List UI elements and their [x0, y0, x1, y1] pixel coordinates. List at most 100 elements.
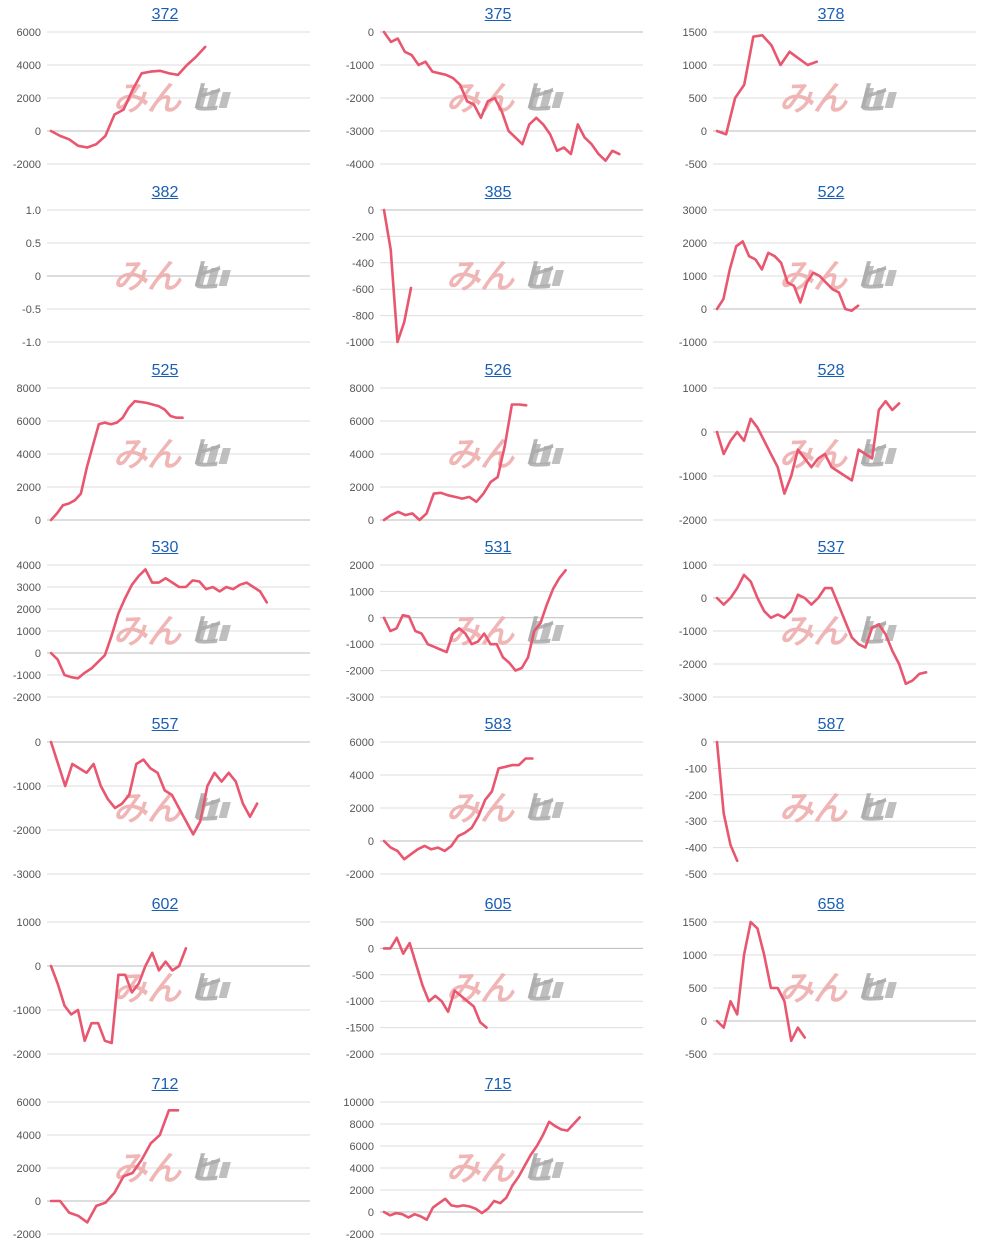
y-tick-label: -2000: [13, 825, 41, 837]
watermark-stroke: [884, 270, 897, 286]
watermark-logo: みんヒ: [113, 1150, 231, 1188]
watermark-logo: みんヒ: [779, 258, 897, 296]
watermark-stroke: [206, 268, 220, 286]
chart-title-link[interactable]: 526: [484, 362, 512, 379]
series-line: [715, 33, 819, 136]
chart-title-link[interactable]: 602: [151, 896, 179, 913]
y-tick-label: 0: [368, 613, 374, 625]
chart-svg: 2000 1000 0 -1000 -2000 -3000 みんヒ: [346, 560, 643, 704]
chart-title-link[interactable]: 385: [484, 184, 512, 201]
chart-panel: 605 500 0 -500 -1000 -1500 -2000 みんヒ: [338, 892, 658, 1070]
chart-svg: 0 -200 -400 -600 -800 -1000 みんヒ: [346, 205, 643, 349]
chart-title-link[interactable]: 583: [484, 716, 512, 733]
y-tick-label: 1000: [17, 626, 41, 638]
chart-title-link[interactable]: 525: [151, 362, 179, 379]
series-line: [715, 920, 806, 1043]
chart-title-link[interactable]: 587: [817, 716, 845, 733]
chart-panel: 583 6000 4000 2000 0 -2000 みんヒ: [338, 712, 658, 890]
chart-panel: 522 3000 2000 1000 0 -1000 みんヒ: [671, 180, 991, 358]
chart-title-link[interactable]: 605: [484, 896, 512, 913]
y-tick-label: 500: [689, 983, 707, 995]
watermark-stroke: [860, 798, 874, 818]
watermark-stroke: [884, 448, 897, 464]
watermark-text-a: みん: [779, 436, 848, 474]
y-tick-label: 2000: [17, 1163, 41, 1175]
y-tick-label: 4000: [17, 1130, 41, 1142]
watermark-stroke: [218, 448, 231, 464]
series-line: [382, 208, 413, 344]
chart-svg: 8000 6000 4000 2000 0 みんヒ: [17, 383, 310, 527]
chart-title-link[interactable]: 372: [151, 6, 179, 23]
chart-title-link[interactable]: 528: [817, 362, 845, 379]
watermark-stroke: [872, 446, 886, 464]
watermark-stroke: [206, 90, 220, 108]
y-tick-label: 3000: [683, 205, 707, 217]
watermark-stroke: [218, 270, 231, 286]
chart-title-link[interactable]: 658: [817, 896, 845, 913]
y-tick-label: -3000: [346, 126, 374, 138]
series-line: [49, 1108, 180, 1224]
chart-title-link[interactable]: 522: [817, 184, 845, 201]
watermark-stroke: [860, 88, 874, 108]
y-tick-label: -1000: [13, 1005, 41, 1017]
y-tick-label: -2000: [13, 692, 41, 704]
y-tick-label: -600: [352, 284, 374, 296]
watermark-stroke: [551, 270, 564, 286]
watermark-stroke: [218, 802, 231, 818]
watermark-logo: みんヒ: [446, 80, 564, 118]
watermark-stroke: [194, 978, 208, 998]
chart-title-link[interactable]: 537: [817, 539, 845, 556]
series-line: [49, 740, 259, 836]
chart-panel: 537 1000 0 -1000 -2000 -3000 みんヒ: [671, 535, 991, 713]
chart-panel: 530 4000 3000 2000 1000 0 -1000 -2000 みんヒ: [5, 535, 325, 713]
y-tick-label: -500: [685, 869, 707, 881]
chart-title-link[interactable]: 531: [484, 539, 512, 556]
watermark-text-a: みん: [779, 970, 848, 1008]
y-tick-label: -0.5: [22, 304, 41, 316]
watermark-stroke: [884, 92, 897, 108]
chart-title-link[interactable]: 375: [484, 6, 512, 23]
y-tick-label: -2000: [346, 1229, 374, 1241]
chart-title-link[interactable]: 382: [151, 184, 179, 201]
y-tick-label: 0.5: [26, 238, 41, 250]
y-tick-label: 8000: [17, 383, 41, 395]
y-tick-label: 4000: [350, 1163, 374, 1175]
chart-panel: 375 0 -1000 -2000 -3000 -4000 みんヒ: [338, 2, 658, 180]
y-tick-label: -3000: [679, 692, 707, 704]
series-line: [715, 399, 901, 495]
y-tick-label: -300: [685, 816, 707, 828]
watermark-stroke: [551, 448, 564, 464]
watermark-logo: みんヒ: [113, 436, 231, 474]
y-tick-label: 2000: [350, 803, 374, 815]
watermark-logo: みんヒ: [446, 970, 564, 1008]
watermark-text-a: みん: [446, 970, 515, 1008]
chart-panel: 715 10000 8000 6000 4000 2000 0 -2000 みんヒ: [338, 1072, 658, 1250]
watermark-stroke: [527, 88, 541, 108]
watermark-stroke: [884, 802, 897, 818]
watermark-text-a: みん: [446, 80, 515, 118]
chart-svg: 1500 1000 500 0 -500 みんヒ: [683, 27, 976, 171]
chart-title-link[interactable]: 712: [151, 1076, 179, 1093]
chart-title-link[interactable]: 557: [151, 716, 179, 733]
chart-title-link[interactable]: 530: [151, 539, 179, 556]
watermark-logo: みんヒ: [113, 613, 231, 651]
watermark-stroke: [218, 1162, 231, 1178]
chart-panel: 525 8000 6000 4000 2000 0 みんヒ: [5, 358, 325, 536]
watermark-stroke: [527, 978, 541, 998]
y-tick-label: 2000: [17, 482, 41, 494]
chart-title-link[interactable]: 715: [484, 1076, 512, 1093]
chart-panel: 52680006000400020000みんヒ: [338, 358, 658, 536]
watermark-stroke: [194, 1158, 208, 1178]
series-line: [382, 403, 528, 522]
chart-svg: 10000 8000 6000 4000 2000 0 -2000 みんヒ: [343, 1097, 643, 1241]
y-tick-label: 6000: [17, 27, 41, 39]
y-tick-label: 0: [701, 737, 707, 749]
chart-title-link[interactable]: 378: [817, 6, 845, 23]
watermark-logo: みんヒ: [113, 80, 231, 118]
y-tick-label: -1000: [346, 337, 374, 349]
y-tick-label: -2000: [346, 93, 374, 105]
y-tick-label: 0: [701, 1016, 707, 1028]
